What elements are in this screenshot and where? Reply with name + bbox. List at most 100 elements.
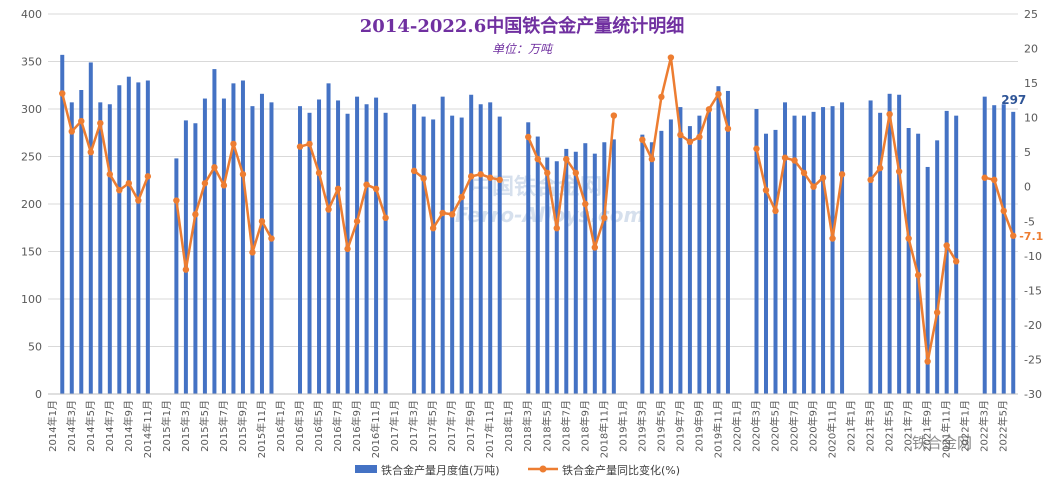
line-point: [810, 183, 817, 190]
bar: [640, 134, 645, 394]
left-axis: 0 50 100 150 200 250 300 350 400: [21, 8, 42, 401]
x-tick-label: 2021年7月: [902, 400, 915, 452]
line-segment: [869, 112, 958, 363]
bar: [478, 104, 483, 394]
line-point: [791, 157, 798, 164]
x-tick-label: 2016年1月: [274, 400, 287, 452]
bar: [878, 112, 883, 395]
bar: [317, 99, 322, 394]
x-tick-label: 2018年7月: [559, 400, 572, 452]
line-point: [458, 193, 465, 201]
left-tick-label: 350: [21, 56, 42, 69]
bar: [440, 96, 445, 395]
line-segment: [413, 169, 500, 230]
line-point: [87, 148, 94, 156]
line-point: [639, 136, 646, 143]
bar: [497, 116, 502, 394]
legend-line-marker: [539, 465, 547, 473]
bar: [573, 151, 578, 394]
bar: [592, 153, 597, 394]
bar: [602, 142, 607, 394]
x-axis: 2014年1月 2014年3月 2014年5月 2014年7月 2014年9月 2014年…: [46, 393, 1018, 458]
x-tick-label: 2017年11月: [483, 400, 496, 458]
x-tick-label: 2019年1月: [616, 400, 629, 452]
watermark-wechat: 铁合金网: [912, 434, 972, 452]
line-point: [553, 224, 560, 232]
line-point: [1010, 232, 1017, 239]
bar: [821, 107, 826, 394]
x-tick-label: 2014年11月: [141, 400, 154, 458]
bar: [421, 116, 426, 394]
right-tick-label: 20: [1024, 43, 1038, 56]
x-tick-label: 2021年11月: [940, 400, 953, 458]
x-tick-label: 2016年5月: [312, 400, 325, 452]
bar-last-label: 297: [1001, 93, 1026, 107]
bar-series: [60, 54, 1016, 395]
right-tick-label: 10: [1024, 112, 1038, 125]
line-point: [439, 209, 446, 217]
line-point: [334, 185, 342, 192]
line-point: [420, 175, 427, 182]
x-tick-label: 2021年9月: [921, 400, 934, 452]
x-tick-label: 2014年1月: [46, 400, 59, 452]
x-tick-label: 2020年9月: [807, 400, 820, 452]
bar: [60, 54, 65, 394]
bar: [649, 142, 654, 394]
line-point: [534, 155, 541, 163]
bar: [117, 85, 122, 394]
line-point: [696, 133, 703, 141]
line-point: [838, 171, 846, 178]
line-point: [772, 207, 779, 215]
x-tick-label: 2015年11月: [255, 400, 268, 458]
bar: [412, 104, 417, 394]
right-tick-label: 5: [1024, 146, 1031, 159]
bar: [183, 120, 188, 395]
x-tick-label: 2020年3月: [749, 400, 762, 452]
line-segment: [299, 142, 387, 251]
line-point: [610, 112, 618, 119]
x-tick-label: 2019年9月: [692, 400, 705, 452]
watermark-en: Ferro-Alloys.com: [455, 203, 644, 227]
bar: [1001, 104, 1006, 394]
line-point: [933, 309, 941, 316]
bar: [583, 143, 588, 394]
chart-subtitle: 单位：万吨: [491, 42, 552, 56]
bar: [678, 107, 683, 394]
x-tick-label: 2017年5月: [426, 400, 439, 452]
x-tick-label: 2018年9月: [578, 400, 591, 452]
bar: [98, 102, 103, 394]
line-point: [144, 173, 152, 180]
line-segment: [527, 115, 616, 249]
x-tick-label: 2018年5月: [540, 400, 553, 452]
x-tick-label: 2021年5月: [883, 400, 896, 452]
line-point: [715, 90, 722, 98]
line-point: [876, 164, 884, 172]
line-point: [68, 128, 75, 135]
line-point: [914, 271, 922, 279]
line-point: [648, 155, 656, 163]
x-tick-label: 2021年1月: [845, 400, 858, 452]
line-point: [201, 180, 209, 187]
x-tick-label: 2014年7月: [103, 400, 116, 452]
bar: [383, 112, 388, 395]
bar: [935, 140, 940, 394]
bar: [840, 102, 845, 394]
line-point: [886, 110, 893, 118]
line-point: [686, 138, 694, 146]
line-point: [952, 258, 960, 265]
line-point: [220, 182, 228, 189]
bar: [830, 106, 835, 395]
legend: 铁合金产量月度值(万吨) 铁合金产量同比变化(%): [355, 463, 680, 477]
bar: [326, 83, 331, 394]
bar: [336, 100, 341, 394]
line-point: [467, 173, 475, 180]
bar: [459, 117, 464, 395]
chart-title: 2014-2022.6中国铁合金产量统计明细: [359, 16, 685, 37]
x-tick-label: 2015年3月: [179, 400, 192, 452]
x-tick-label: 2022年5月: [997, 400, 1010, 452]
bar: [697, 115, 702, 395]
bar: [659, 130, 664, 394]
x-tick-label: 2015年7月: [217, 400, 230, 452]
bar: [269, 102, 274, 394]
